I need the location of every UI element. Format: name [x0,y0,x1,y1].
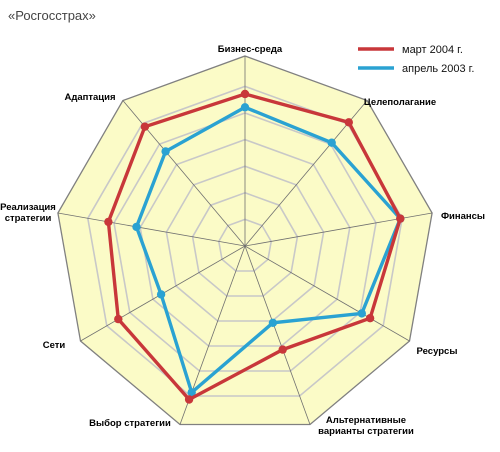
data-point-series-1 [132,222,141,232]
data-point-series-0 [104,217,113,227]
data-point-series-0 [240,89,250,99]
axis-label: Реализация стратегии [0,202,56,224]
data-point-series-0 [184,395,194,404]
data-point-series-1 [268,318,278,327]
axis-labels: Бизнес-среда Целеполагание Финансы Ресурсы А… [0,44,485,437]
data-point-series-0 [140,122,150,131]
grid-ring [165,165,325,322]
radar-series [104,89,405,404]
data-point-series-1 [240,103,250,112]
data-point-series-1 [187,388,196,397]
data-point-series-1 [327,138,336,147]
legend: март 2004 г. апрель 2003 г. [358,44,474,75]
axis-label: Бизнес-среда [218,44,283,55]
axis-label: Выбор стратегии [89,418,171,429]
data-point-series-0 [344,118,353,127]
axis-spoke [244,245,410,342]
legend-label-series-0: март 2004 г. [402,44,463,56]
series-line-1 [134,105,403,396]
axis-label: Целеполагание [364,97,436,108]
data-point-series-0 [278,345,287,354]
page-title: «Росгосстрах» [8,8,96,23]
data-point-series-0 [396,214,405,223]
series-line-0 [106,92,403,402]
data-point-series-0 [365,314,375,323]
data-point-series-1 [357,309,366,318]
data-point-series-1 [161,147,170,156]
data-point-series-0 [114,314,123,324]
axis-label: Адаптация [64,92,115,103]
axis-spoke [57,212,246,247]
axis-label: Финансы [441,211,485,222]
grid-ring [191,191,299,297]
axis-label: Сети [43,340,66,351]
legend-label-series-1: апрель 2003 г. [402,63,474,75]
data-point-series-1 [156,290,166,299]
axis-label: Альтернативные варианты стратегии [318,415,414,437]
grid-ring [217,218,273,272]
axis-label: Ресурсы [417,346,458,357]
axis-spoke [244,245,311,425]
